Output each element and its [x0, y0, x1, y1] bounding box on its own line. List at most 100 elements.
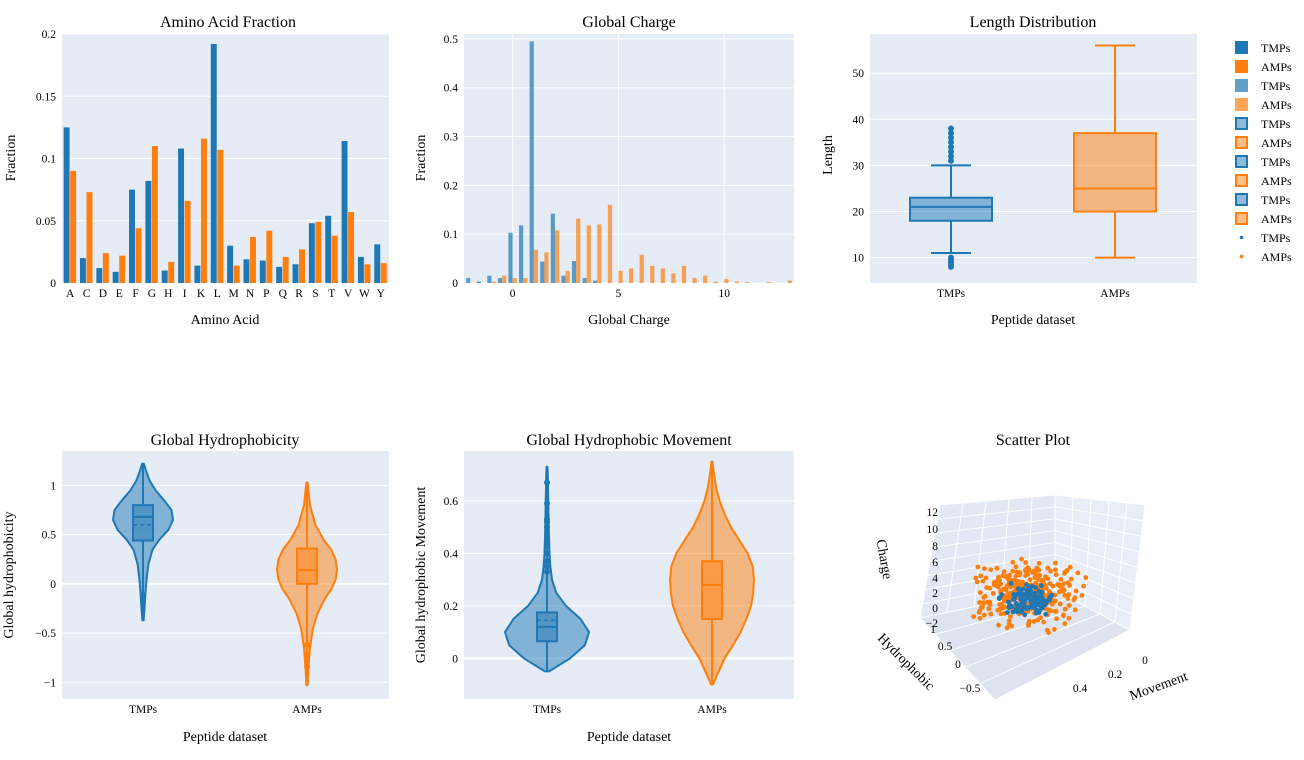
legend-label-amp[interactable]: AMPs — [1261, 174, 1292, 188]
legend-label-tmp[interactable]: TMPs — [1261, 231, 1291, 245]
scene-grid — [929, 542, 1056, 562]
x-tick-label: I — [183, 288, 187, 300]
hist-bar-tmps — [508, 232, 513, 283]
x-tick-label: L — [214, 288, 221, 300]
scatter-point-amps — [981, 595, 987, 600]
outlier-point-amps — [304, 641, 310, 648]
y-tick-label: 0.4 — [444, 83, 459, 95]
legend-symbol-amp — [1235, 136, 1248, 149]
hist-bar-amps — [523, 278, 528, 283]
ylabel-hydrophobic-movement: Global hydrophobic Movement — [414, 487, 429, 664]
scatter-point-tmps — [1010, 609, 1016, 615]
outlier-point-tmps — [544, 537, 550, 544]
hist-bar-amps — [512, 278, 517, 283]
legend-label-amp[interactable]: AMPs — [1261, 98, 1292, 112]
scatter-point-amps — [1027, 577, 1033, 582]
scatter-point-amps — [1052, 627, 1057, 632]
y-tick-label: 0.05 — [36, 216, 56, 228]
scatter-point-amps — [1053, 567, 1058, 573]
hist-bar-amps — [618, 270, 623, 283]
hist-bar-tmps — [519, 225, 524, 283]
scatter-point-amps — [1061, 587, 1067, 593]
y3d-tick-label: 0 — [955, 659, 961, 671]
outlier-point-tmps — [544, 568, 550, 575]
ylabel-amino-acid: Fraction — [4, 135, 19, 182]
plot-background — [464, 34, 794, 283]
scatter-point-amps — [981, 612, 987, 618]
scatter-point-amps — [1067, 564, 1073, 570]
outlier-point-tmps — [544, 524, 550, 531]
scatter-point-tmps — [1030, 594, 1036, 600]
legend-symbol-amp — [1235, 60, 1248, 73]
scene-grid — [934, 518, 1056, 534]
scatter-point-amps — [1062, 571, 1067, 576]
scene-grid — [979, 621, 1116, 685]
outlier-point-amps — [304, 651, 310, 658]
scatter-point-amps — [976, 609, 982, 615]
xlabel-amino-acid: Amino Acid — [191, 313, 260, 328]
legend-label-amp[interactable]: AMPs — [1261, 60, 1292, 74]
scatter-point-amps — [987, 585, 993, 591]
bar-tmps-K — [194, 265, 201, 283]
scatter-point-amps — [1075, 570, 1081, 576]
x-tick-label: TMPs — [937, 288, 966, 300]
outlier-point-amps — [304, 663, 310, 670]
bar-amps-D — [102, 253, 109, 283]
scatter-point-amps — [975, 564, 981, 570]
bar-amps-Y — [380, 263, 387, 283]
scatter-point-amps — [971, 614, 976, 619]
scatter-point-amps — [1025, 565, 1031, 571]
y-axis-title: Hydrophobic — [874, 631, 937, 694]
z-tick-label: 6 — [932, 557, 938, 569]
hist-bar-amps — [766, 282, 771, 283]
scatter-point-amps — [1034, 565, 1040, 571]
x-tick-label: N — [246, 288, 255, 300]
scatter-point-amps — [997, 602, 1002, 607]
bar-tmps-P — [259, 260, 266, 283]
ylabel-hydrophobicity: Global hydrophobicity — [2, 511, 17, 638]
x-tick-label: 10 — [718, 288, 730, 300]
x-tick-label: M — [229, 288, 239, 300]
scatter-point-tmps — [1033, 585, 1039, 591]
legend-label-tmp[interactable]: TMPs — [1261, 155, 1291, 169]
legend-symbol-amp — [1239, 254, 1244, 259]
x-tick-label: AMPs — [697, 704, 727, 716]
box-amps — [701, 560, 723, 620]
legend-label-tmp[interactable]: TMPs — [1261, 41, 1291, 55]
box-tmps — [132, 504, 154, 542]
hist-bar-amps — [650, 265, 655, 283]
bar-tmps-Y — [374, 244, 381, 283]
legend-label-tmp[interactable]: TMPs — [1261, 79, 1291, 93]
bar-tmps-C — [79, 258, 86, 283]
scatter-point-amps — [1065, 596, 1071, 601]
scatter-point-amps — [1083, 575, 1089, 580]
y-tick-label: 10 — [853, 253, 865, 265]
scatter-point-tmps — [1005, 610, 1010, 615]
x-tick-label: F — [132, 288, 138, 300]
x-tick-label: H — [164, 288, 172, 300]
scatter-point-amps — [1053, 609, 1059, 614]
scene-grid — [1054, 542, 1138, 568]
z-tick-label: 0 — [932, 603, 938, 615]
scatter-point-amps — [1019, 581, 1025, 587]
scatter-point-amps — [986, 606, 992, 612]
scatter-point-amps — [1047, 581, 1053, 586]
legend-label-amp[interactable]: AMPs — [1261, 250, 1292, 264]
bar-amps-N — [250, 236, 256, 283]
legend-label-tmp[interactable]: TMPs — [1261, 117, 1291, 131]
hist-bar-amps — [491, 281, 496, 283]
y-tick-label: 30 — [853, 160, 865, 172]
legend[interactable]: TMPs AMPs TMPs AMPs TMPs AMPs TMPs AMPs TMPs AMPs… — [1235, 41, 1292, 264]
scatter-point-amps — [1053, 572, 1059, 578]
scene-grid — [1054, 506, 1144, 522]
hist-bar-amps — [787, 280, 792, 283]
bar-tmps-G — [145, 180, 152, 283]
z-tick-label: 8 — [932, 541, 938, 553]
scatter-point-amps — [1008, 614, 1013, 619]
hist-bar-amps — [586, 225, 591, 283]
scatter-point-tmps — [1024, 582, 1029, 588]
legend-label-tmp[interactable]: TMPs — [1261, 193, 1291, 207]
legend-label-amp[interactable]: AMPs — [1261, 212, 1292, 226]
legend-label-amp[interactable]: AMPs — [1261, 136, 1292, 150]
outlier-point-tmps — [140, 598, 146, 605]
